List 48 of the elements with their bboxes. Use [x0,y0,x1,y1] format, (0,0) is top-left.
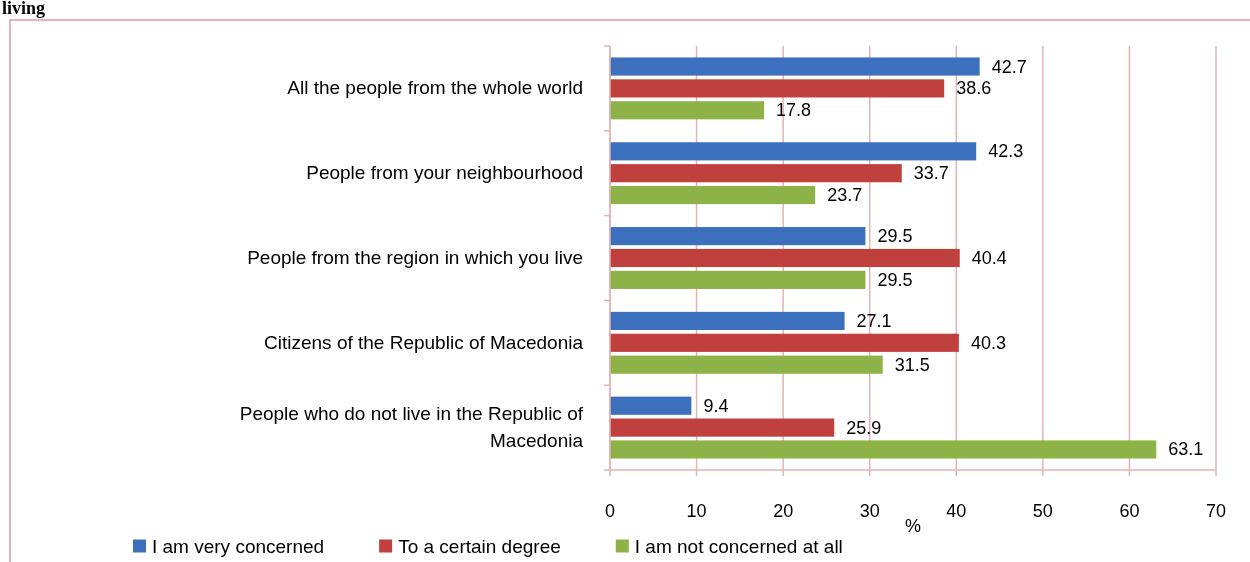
x-tick-label: 10 [686,501,707,521]
x-tick-label: 70 [1205,501,1227,521]
data-label: 29.5 [877,269,913,290]
y-tick-label: People from your neighbourhood [306,162,583,184]
x-tick-label: 50 [1032,501,1053,521]
bar [610,142,977,161]
data-label: 23.7 [827,185,863,206]
x-tick-label: 60 [1119,501,1140,521]
bar [610,396,692,415]
data-label: 42.7 [991,56,1027,77]
legend-label: To a certain degree [398,536,561,557]
x-tick-label: 0 [604,501,616,521]
bar [610,270,866,289]
bar [610,355,883,374]
bar [610,248,960,268]
x-axis-title: % [904,516,922,536]
bar [610,101,765,120]
x-tick-label: 30 [859,501,880,521]
y-tick-label: People from the region in which you live [247,247,583,268]
x-tick-label: 40 [946,501,967,521]
bar [610,333,959,352]
bar [610,440,1157,459]
data-label: 40.3 [970,332,1006,353]
bar [610,186,816,205]
bar [610,79,945,98]
legend-label: I am not concerned at all [634,536,843,557]
x-tick-label: 20 [773,501,794,521]
bar [610,57,980,76]
bar [610,227,866,246]
y-tick-label: People who do not live in the Republic of Macedonia [239,403,584,452]
data-label: 33.7 [913,163,949,184]
data-label: 17.8 [776,100,812,121]
bar [610,311,845,330]
data-label: 27.1 [856,310,892,331]
data-label: 40.4 [971,248,1007,268]
data-label: 38.6 [956,78,992,99]
data-label: 63.1 [1168,439,1204,460]
text: living [2,0,46,18]
y-tick-label: All the people from the whole world [287,77,583,99]
data-label: 42.3 [988,141,1024,162]
y-tick-label: Citizens of the Republic of Macedonia [264,331,584,353]
bar [610,164,902,183]
data-label: 9.4 [703,395,729,416]
bar [610,418,835,437]
legend-label: I am very concerned [152,536,325,557]
data-label: 29.5 [877,226,913,247]
data-label: 25.9 [846,417,882,438]
data-label: 31.5 [894,354,930,375]
